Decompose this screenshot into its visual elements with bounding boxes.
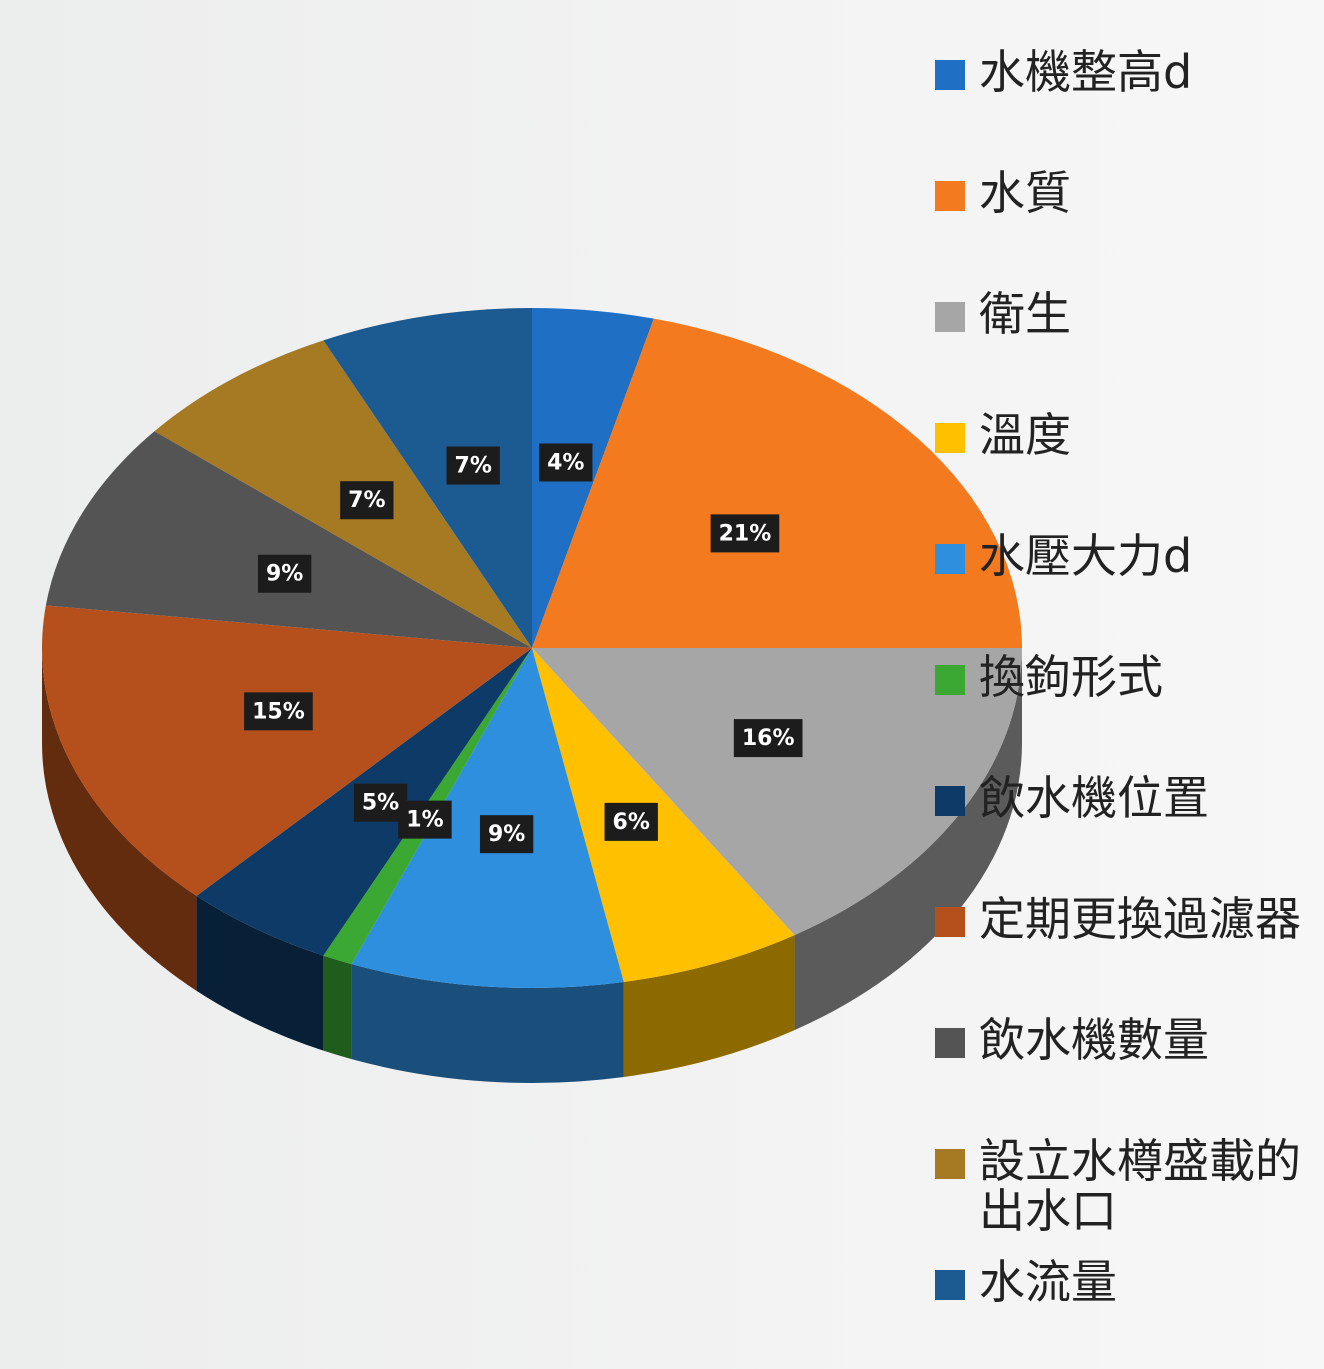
legend-swatch	[935, 1028, 965, 1058]
legend-label: 設立水樽盛載的出水口	[979, 1134, 1301, 1238]
data-label-text: 7%	[455, 454, 492, 479]
data-label: 9%	[479, 815, 534, 854]
data-label-box	[539, 443, 593, 482]
legend-label: 衛生	[979, 287, 1071, 341]
data-label: 15%	[244, 692, 313, 731]
slice-side	[196, 895, 324, 1051]
slice	[45, 431, 532, 648]
legend-item: 水機整高d	[935, 45, 1310, 99]
legend-swatch	[935, 1149, 965, 1179]
legend-swatch	[935, 423, 965, 453]
data-label: 4%	[539, 443, 593, 482]
data-label-box	[479, 815, 534, 854]
legend-item: 設立水樽盛載的出水口	[935, 1134, 1310, 1238]
slice	[532, 308, 654, 648]
legend-item: 水流量	[935, 1255, 1310, 1309]
data-label-text: 15%	[252, 699, 305, 724]
data-label: 7%	[340, 481, 394, 520]
legend-item: 飲水機數量	[935, 1013, 1310, 1067]
slice	[532, 648, 795, 982]
data-label-text: 16%	[742, 726, 795, 751]
data-label-box	[733, 719, 803, 758]
data-label: 9%	[257, 554, 312, 593]
data-label-box	[244, 692, 313, 731]
slice-side	[794, 648, 1022, 1031]
legend-label: 水機整高d	[979, 45, 1193, 99]
legend-label: 水質	[979, 166, 1071, 220]
legend-item: 水壓大力d	[935, 529, 1310, 583]
legend-label: 溫度	[979, 408, 1071, 462]
data-label-text: 4%	[547, 450, 584, 475]
legend-item: 飲水機位置	[935, 771, 1310, 825]
legend-label: 水流量	[979, 1255, 1117, 1309]
data-label-text: 9%	[266, 562, 303, 587]
legend-item: 水質	[935, 166, 1310, 220]
data-label: 21%	[710, 514, 780, 553]
slice	[323, 308, 532, 648]
data-label-text: 1%	[406, 808, 443, 833]
data-label-box	[257, 554, 312, 593]
legend-label: 飲水機位置	[979, 771, 1209, 825]
legend-item: 衛生	[935, 287, 1310, 341]
slice-side	[323, 955, 352, 1060]
data-label: 16%	[733, 719, 803, 758]
data-label-box	[353, 783, 408, 822]
legend-label: 定期更換過濾器	[979, 892, 1301, 946]
legend-swatch	[935, 181, 965, 211]
data-label: 5%	[353, 783, 408, 822]
legend-swatch	[935, 1270, 965, 1300]
slice	[42, 605, 533, 896]
slice-side	[351, 964, 624, 1083]
legend-label: 換鉤形式	[979, 650, 1163, 704]
slice	[532, 318, 1022, 648]
data-label-box	[446, 446, 500, 485]
slice	[532, 648, 1022, 936]
data-label-text: 7%	[348, 488, 385, 513]
data-label-text: 21%	[719, 521, 772, 546]
data-label-text: 9%	[488, 822, 525, 847]
data-label-box	[604, 802, 658, 841]
data-label-text: 6%	[613, 810, 650, 835]
legend-swatch	[935, 786, 965, 816]
data-label-box	[710, 514, 780, 553]
legend-swatch	[935, 60, 965, 90]
legend-item: 定期更換過濾器	[935, 892, 1310, 946]
data-label-text: 5%	[362, 791, 399, 816]
data-label: 6%	[604, 802, 658, 841]
data-label-box	[340, 481, 394, 520]
legend-swatch	[935, 302, 965, 332]
legend-swatch	[935, 544, 965, 574]
legend-item: 換鉤形式	[935, 650, 1310, 704]
legend-swatch	[935, 665, 965, 695]
slice-side	[623, 935, 795, 1077]
legend-label: 飲水機數量	[979, 1013, 1209, 1067]
legend-item: 溫度	[935, 408, 1310, 462]
legend-swatch	[935, 907, 965, 937]
legend-label: 水壓大力d	[979, 529, 1193, 583]
data-label: 7%	[446, 446, 500, 485]
slice-side	[42, 648, 197, 991]
